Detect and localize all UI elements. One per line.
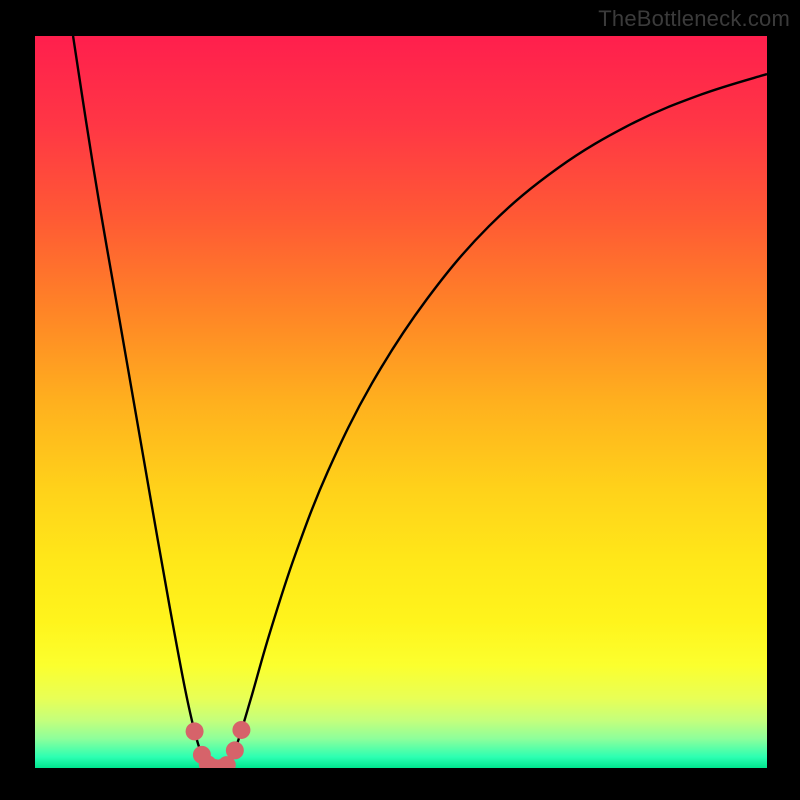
bottleneck-chart xyxy=(0,0,800,800)
highlight-dot xyxy=(186,722,204,740)
watermark-text: TheBottleneck.com xyxy=(598,6,790,32)
highlight-dot xyxy=(226,741,244,759)
chart-stage: TheBottleneck.com xyxy=(0,0,800,800)
plot-background xyxy=(35,36,767,768)
highlight-dot xyxy=(232,721,250,739)
